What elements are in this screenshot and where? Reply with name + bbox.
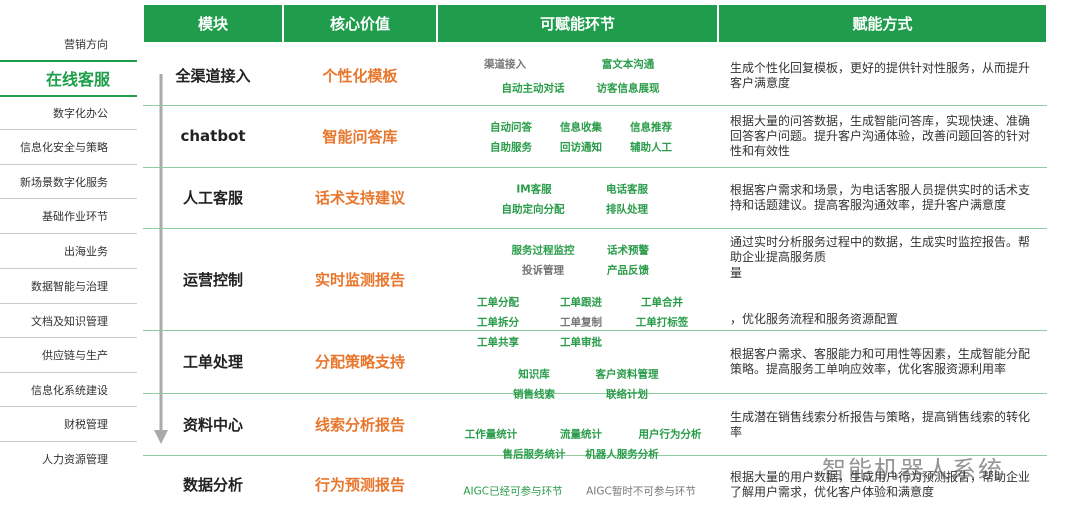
sidebar-divider [0, 60, 137, 62]
description: 生成潜在销售线索分析报告与策略，提高销售线索的转化率 [730, 409, 1031, 439]
sidebar-divider [0, 164, 137, 165]
module: chatbot [180, 127, 246, 145]
enable-tag: IM客服 [516, 183, 552, 196]
sidebar-item: 文档及知识管理 [31, 315, 108, 328]
enable-tag: 排队处理 [606, 203, 648, 216]
description: 量 [730, 266, 743, 280]
sidebar-divider [0, 95, 137, 97]
description: 根据客户需求和场景，为电话客服人员提供实时的话术支持和话题建议。提高客服沟通效率… [730, 183, 1031, 212]
core-value: 分配策略支持 [314, 353, 405, 371]
sidebar-item: 供应链与生产 [42, 349, 108, 362]
description: 根据客户需求、客服能力和可用性等因素，生成智能分配策略。提高服务工单响应效率，优… [730, 347, 1031, 376]
core-value: 行为预测报告 [314, 476, 405, 494]
description: 根据大量的用户数据，生成用户行为预测报告，帮助企业了解用户需求，优化客户体验和满… [730, 470, 1031, 499]
sidebar-item: 信息化系统建设 [31, 384, 108, 397]
core-value: 实时监测报告 [314, 270, 405, 289]
sidebar-divider [0, 303, 137, 304]
enable-tag: 工单跟进 [560, 296, 602, 309]
sidebar-divider [0, 129, 137, 130]
enable-tag: 自助服务 [490, 141, 532, 154]
sidebar-divider [0, 233, 137, 234]
enable-tag: 工作量统计 [464, 428, 518, 441]
module: 数据分析 [182, 476, 243, 494]
description: 生成个性化回复模板，更好的提供针对性服务，从而提升客户满意度 [730, 60, 1031, 90]
sidebar-item: 信息化安全与策略 [20, 141, 108, 154]
sidebar-item: 新场景数字化服务 [20, 176, 108, 189]
enable-tag: 工单打标签 [635, 316, 689, 329]
sidebar-item: 人力资源管理 [42, 453, 108, 466]
enable-tag: 机器人服务分析 [585, 448, 659, 461]
enable-tag: 用户行为分析 [638, 428, 702, 441]
enable-tag: 客户资料管理 [595, 368, 659, 381]
sidebar-divider [0, 406, 137, 407]
enable-tag: 回访通知 [560, 141, 602, 154]
enable-tag: 工单共享 [477, 336, 519, 349]
header-cell: 核心价值 [284, 5, 436, 42]
watermark: 智能机器人系统 [822, 456, 1004, 484]
enable-tag: 服务过程监控 [511, 244, 575, 257]
module: 资料中心 [182, 415, 243, 434]
legend-item: AIGC暂时不可参与环节 [586, 485, 696, 498]
enable-tag: 渠道接入 [484, 58, 526, 71]
enable-tag: 工单合并 [641, 296, 683, 309]
sidebar-item: 在线客服 [45, 70, 110, 89]
enable-tag: 辅助人工 [630, 141, 672, 154]
sidebar-divider [0, 268, 137, 269]
sidebar-divider [0, 198, 137, 199]
row-divider [143, 105, 1047, 106]
header-cell: 可赋能环节 [438, 5, 717, 42]
sidebar-item: 基础作业环节 [42, 210, 108, 223]
enable-tag: 产品反馈 [607, 264, 649, 277]
sidebar-divider [0, 337, 137, 338]
row-divider [143, 455, 1047, 456]
enable-tag: 话术预警 [607, 244, 649, 257]
enable-tag: 自动主动对话 [501, 82, 565, 95]
legend-item: AIGC已经可参与环节 [463, 485, 563, 498]
enable-tag: 工单复制 [560, 316, 602, 329]
enable-tag: 售后服务统计 [502, 448, 566, 461]
enable-tag: 工单分配 [477, 296, 519, 309]
core-value: 话术支持建议 [314, 189, 405, 207]
description: ，优化服务流程和服务资源配置 [730, 312, 899, 326]
core-value: 个性化模板 [322, 66, 398, 85]
enable-tag: 访客信息展现 [596, 82, 660, 95]
enable-tag: 信息收集 [560, 121, 602, 134]
header-cell: 模块 [144, 5, 282, 42]
enable-tag: 流量统计 [560, 428, 602, 441]
description: 通过实时分析服务过程中的数据，生成实时监控报告。帮助企业提高服务质 [730, 235, 1031, 264]
row-divider [143, 330, 1047, 331]
sidebar-item: 数据智能与治理 [31, 280, 108, 293]
description: 根据大量的问答数据，生成智能问答库，实现快速、准确回答客户问题。提升客户沟通体验… [730, 114, 1031, 158]
enable-tag: 投诉管理 [522, 264, 564, 277]
enable-tag: 电话客服 [606, 183, 648, 196]
enable-tag: 自动问答 [490, 121, 532, 134]
core-value: 线索分析报告 [314, 415, 405, 434]
enable-tag: 联络计划 [606, 388, 648, 401]
module: 全渠道接入 [175, 66, 251, 85]
enable-tag: 富文本沟通 [601, 58, 655, 71]
row-divider [143, 167, 1047, 168]
sidebar-divider [0, 372, 137, 373]
enable-tag: 销售线索 [513, 388, 555, 401]
enable-tag: 工单拆分 [477, 316, 519, 329]
row-divider [143, 393, 1047, 394]
module: 人工客服 [182, 189, 243, 207]
core-value: 智能问答库 [322, 127, 398, 146]
module: 运营控制 [182, 270, 243, 289]
sidebar-item: 营销方向 [64, 38, 108, 51]
sidebar-item: 出海业务 [64, 245, 108, 258]
row-divider [143, 228, 1047, 229]
enable-tag: 工单审批 [560, 336, 602, 349]
header-cell: 赋能方式 [719, 5, 1046, 42]
module: 工单处理 [182, 353, 243, 371]
sidebar-item: 数字化办公 [53, 107, 108, 120]
flow-arrow [154, 74, 168, 444]
sidebar-item: 财税管理 [64, 418, 108, 431]
sidebar-divider [0, 441, 137, 442]
enable-tag: 信息推荐 [630, 121, 672, 134]
enable-tag: 自助定向分配 [501, 203, 565, 216]
enable-tag: 知识库 [518, 368, 550, 381]
